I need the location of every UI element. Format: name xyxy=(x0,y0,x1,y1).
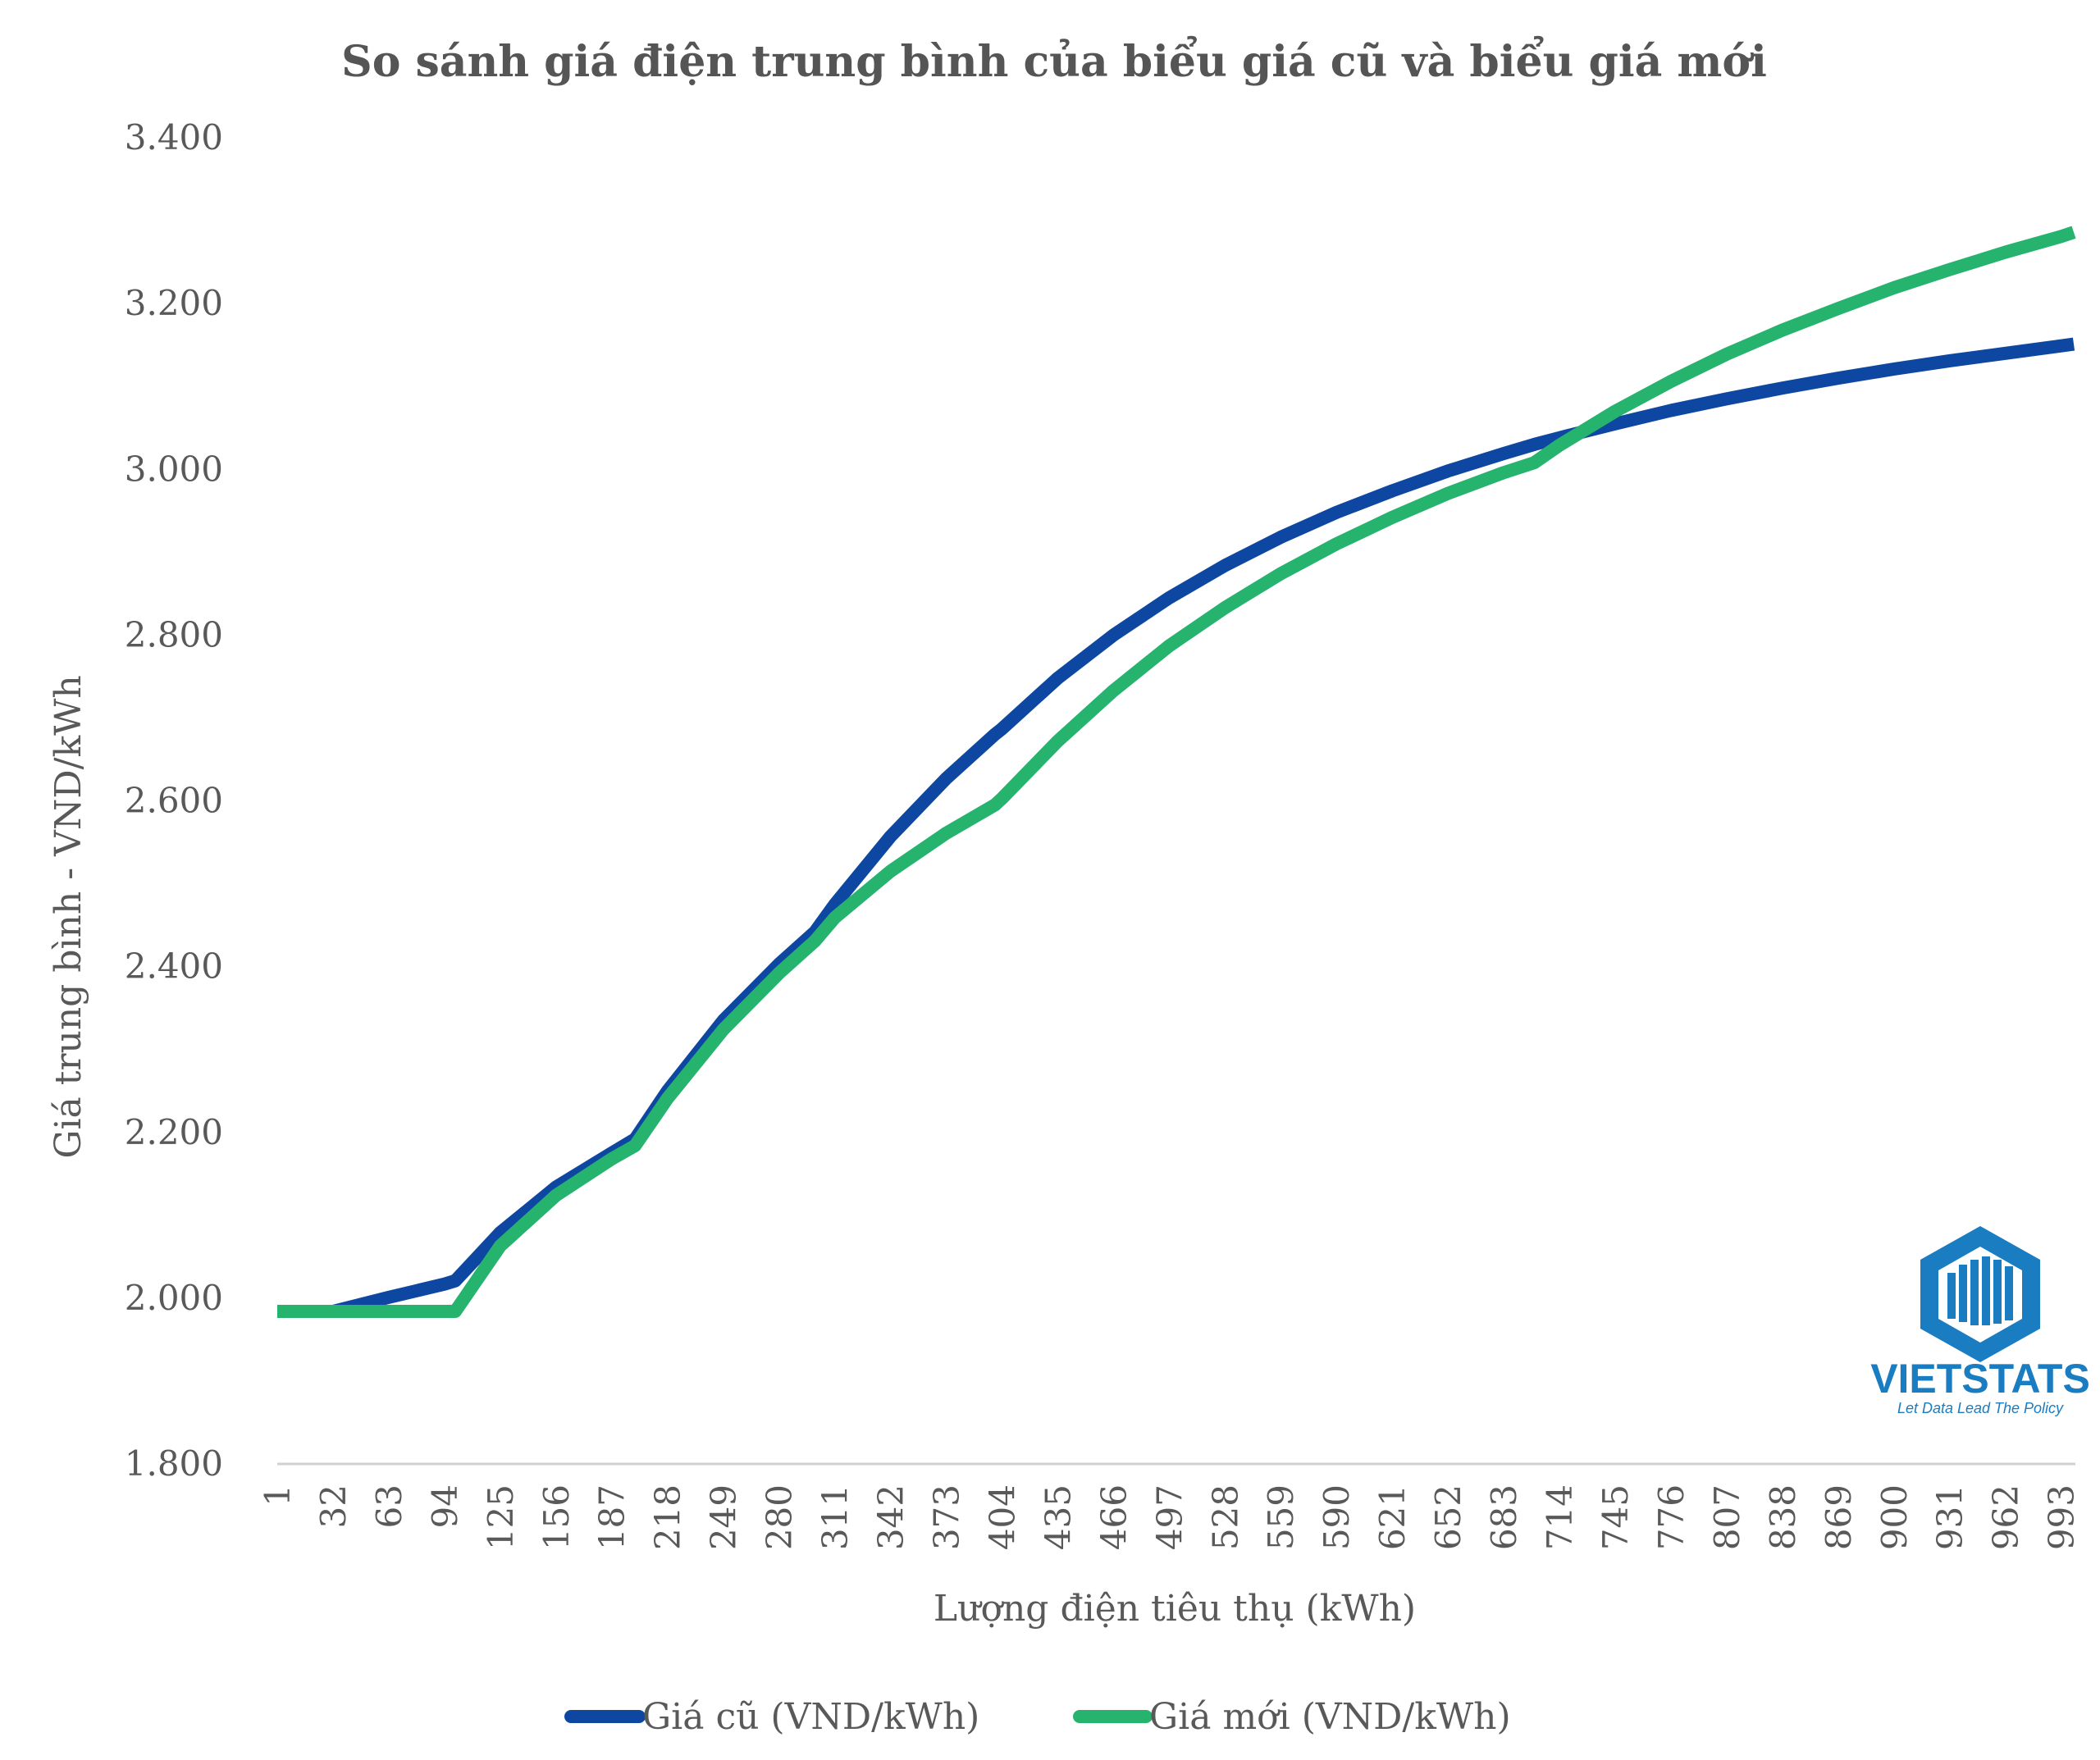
x-tick-label: 218 xyxy=(648,1484,688,1550)
vietstats-logo: VIETSTATS Let Data Lead The Policy xyxy=(1870,1226,2090,1416)
x-tick-label: 342 xyxy=(871,1484,911,1550)
legend: Giá cũ (VND/kWh) Giá mới (VND/kWh) xyxy=(564,1696,1511,1738)
logo-name: VIETSTATS xyxy=(1870,1356,2090,1402)
x-tick-label: 931 xyxy=(1930,1484,1970,1550)
y-tick-label: 2.200 xyxy=(125,1112,223,1152)
x-tick-label: 373 xyxy=(926,1484,966,1550)
x-tick-label: 590 xyxy=(1317,1484,1357,1550)
y-tick-label: 1.800 xyxy=(125,1443,223,1484)
x-tick-label: 900 xyxy=(1874,1484,1915,1550)
y-axis-ticks: 1.800 2.000 2.200 2.400 2.600 2.800 3.000 3.200… xyxy=(125,117,223,1484)
y-tick-label: 2.600 xyxy=(125,781,223,821)
x-tick-label: 714 xyxy=(1540,1484,1580,1550)
y-tick-label: 3.400 xyxy=(125,117,223,157)
x-tick-label: 187 xyxy=(592,1484,632,1550)
x-tick-label: 497 xyxy=(1149,1484,1189,1550)
x-axis-label: Lượng điện tiêu thụ (kWh) xyxy=(934,1588,1416,1630)
x-tick-label: 745 xyxy=(1596,1484,1636,1550)
series-line-old-price xyxy=(277,337,2075,1318)
x-tick-label: 807 xyxy=(1707,1484,1747,1550)
x-tick-label: 1 xyxy=(258,1484,298,1507)
x-tick-label: 311 xyxy=(815,1484,856,1550)
x-tick-label: 962 xyxy=(1986,1484,2026,1550)
chart-title: So sánh giá điện trung bình của biểu giá… xyxy=(341,36,1767,87)
x-tick-label: 94 xyxy=(425,1484,465,1528)
x-tick-label: 621 xyxy=(1372,1484,1413,1550)
legend-label-old: Giá cũ (VND/kWh) xyxy=(642,1696,979,1738)
series-layer xyxy=(277,226,2076,1318)
y-axis-label: Giá trung bình - VND/kWh xyxy=(48,675,89,1158)
y-tick-label: 2.800 xyxy=(125,614,223,654)
x-tick-label: 435 xyxy=(1038,1484,1078,1550)
x-tick-label: 156 xyxy=(536,1484,577,1550)
x-tick-label: 466 xyxy=(1093,1484,1134,1550)
y-tick-label: 3.200 xyxy=(125,283,223,323)
logo-tagline: Let Data Lead The Policy xyxy=(1897,1400,2064,1416)
x-tick-label: 683 xyxy=(1484,1484,1524,1550)
x-axis-ticks: 1 32 63 94 125 156 187 218 249 280 311 342 373 404 435… xyxy=(258,1484,2082,1550)
y-tick-label: 2.400 xyxy=(125,946,223,987)
x-tick-label: 993 xyxy=(2042,1484,2082,1550)
legend-label-new: Giá mới (VND/kWh) xyxy=(1149,1696,1511,1738)
logo-bars-icon xyxy=(1947,1256,2013,1325)
x-tick-label: 125 xyxy=(481,1484,521,1550)
x-tick-label: 249 xyxy=(704,1484,744,1550)
y-tick-label: 3.000 xyxy=(125,449,223,489)
series-line-new-price xyxy=(277,226,2076,1318)
x-tick-label: 32 xyxy=(313,1484,354,1528)
x-tick-label: 280 xyxy=(760,1484,800,1550)
x-tick-label: 63 xyxy=(369,1484,409,1528)
x-tick-label: 838 xyxy=(1763,1484,1803,1550)
x-tick-label: 652 xyxy=(1428,1484,1468,1550)
x-tick-label: 404 xyxy=(982,1484,1022,1550)
x-tick-label: 869 xyxy=(1819,1484,1859,1550)
x-tick-label: 776 xyxy=(1651,1484,1691,1550)
x-tick-label: 559 xyxy=(1261,1484,1301,1550)
y-tick-label: 2.000 xyxy=(125,1278,223,1318)
x-tick-label: 528 xyxy=(1205,1484,1245,1550)
